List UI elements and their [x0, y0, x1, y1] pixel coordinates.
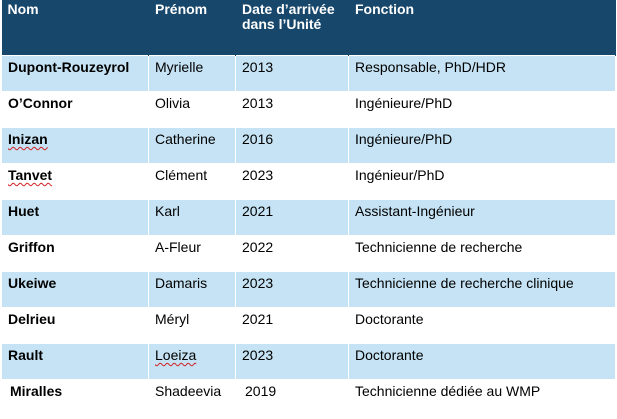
cell-fonction: Assistant-Ingénieur [348, 199, 616, 236]
cell-nom: Miralles [1, 379, 149, 419]
table-row: Delrieu Méryl 2021 Doctorante [1, 307, 616, 344]
cell-prenom: A-Fleur [148, 235, 236, 272]
cell-date: 2021 [235, 199, 349, 236]
table-row: Inizan Catherine 2016 Ingénieure/PhD [1, 127, 616, 164]
cell-prenom: Olivia [148, 91, 236, 128]
header-fonction: Fonction [348, 0, 616, 56]
cell-date: 2021 [235, 307, 349, 344]
cell-prenom: Damaris [148, 271, 236, 308]
cell-date: 2023 [235, 163, 349, 200]
cell-fonction: Doctorante [348, 343, 616, 380]
header-prenom: Prénom [148, 0, 236, 56]
cell-date: 2013 [235, 91, 349, 128]
cell-nom: Delrieu [1, 307, 149, 344]
cell-fonction: Doctorante [348, 307, 616, 344]
cell-fonction: Responsable, PhD/HDR [348, 55, 616, 92]
cell-date: 2023 [235, 271, 349, 308]
cell-prenom: Clément [148, 163, 236, 200]
cell-nom: Inizan [1, 127, 149, 164]
cell-fonction: Technicienne de recherche [348, 235, 616, 272]
table-row: Rault Loeiza 2023 Doctorante [1, 343, 616, 380]
table-row: Huet Karl 2021 Assistant-Ingénieur [1, 199, 616, 236]
cell-prenom: Myrielle [148, 55, 236, 92]
header-nom: Nom [1, 0, 149, 56]
cell-fonction: Technicienne de recherche clinique [348, 271, 616, 308]
table-row: Ukeiwe Damaris 2023 Technicienne de rech… [1, 271, 616, 308]
spellcheck-underline: Loeiza [155, 347, 197, 363]
cell-fonction: Ingénieur/PhD [348, 163, 616, 200]
cell-prenom: Méryl [148, 307, 236, 344]
header-row: Nom Prénom Date d’arrivée dans l’Unité F… [1, 0, 616, 56]
cell-prenom: Karl [148, 199, 236, 236]
cell-nom: Huet [1, 199, 149, 236]
table-row: Dupont-Rouzeyrol Myrielle 2013 Responsab… [1, 55, 616, 92]
cell-date: 2022 [235, 235, 349, 272]
table-row: O’Connor Olivia 2013 Ingénieure/PhD [1, 91, 616, 128]
header-date: Date d’arrivée dans l’Unité [235, 0, 349, 56]
spellcheck-underline: Inizan [8, 131, 48, 147]
cell-nom: Tanvet [1, 163, 149, 200]
cell-prenom: Shadeevia [148, 379, 236, 419]
cell-fonction: Ingénieure/PhD [348, 91, 616, 128]
cell-date: 2013 [235, 55, 349, 92]
table-row: Tanvet Clément 2023 Ingénieur/PhD [1, 163, 616, 200]
cell-date: 2019 [235, 379, 349, 419]
cell-fonction: Ingénieure/PhD [348, 127, 616, 164]
spellcheck-underline: Tanvet [8, 167, 53, 183]
cell-date: 2023 [235, 343, 349, 380]
cell-prenom: Catherine [148, 127, 236, 164]
cell-prenom: Loeiza [148, 343, 236, 380]
cell-nom: Ukeiwe [1, 271, 149, 308]
table-row: Miralles Shadeevia 2019 Technicienne déd… [1, 379, 616, 419]
table-row: Griffon A-Fleur 2022 Technicienne de rec… [1, 235, 616, 272]
cell-nom: Dupont-Rouzeyrol [1, 55, 149, 92]
cell-date: 2016 [235, 127, 349, 164]
cell-nom: O’Connor [1, 91, 149, 128]
cell-nom: Rault [1, 343, 149, 380]
cell-fonction: Technicienne dédiée au WMP [348, 379, 616, 419]
cell-nom: Griffon [1, 235, 149, 272]
